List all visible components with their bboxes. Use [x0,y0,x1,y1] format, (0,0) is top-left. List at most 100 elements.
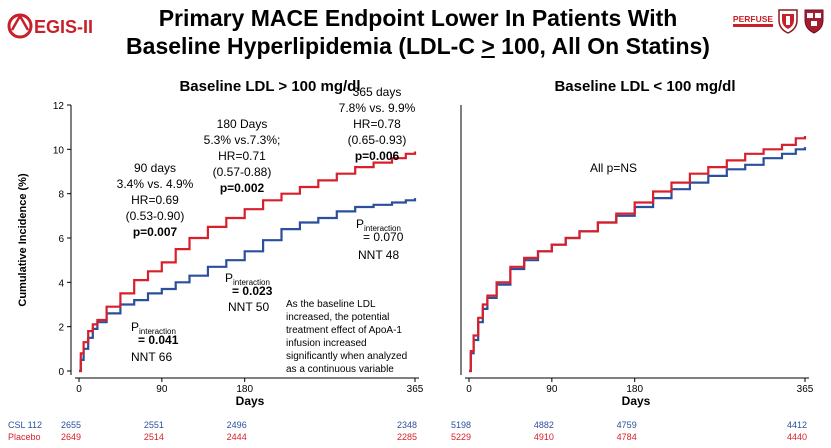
p-interaction-2-label: Pinteraction [225,271,270,287]
at-risk-values: 2655 2551 2496 2348 2649 2514 2444 2285 5198 4882… [61,420,807,442]
p-interaction-1-sub: interaction [139,327,176,336]
right-series-csl112 [469,147,807,373]
left-at-risk-placebo-3: 2285 [397,432,417,442]
at-risk-table: CSL 112 Placebo 2655 2551 2496 2348 2649 2514… [8,420,807,442]
left-at-risk-csl112-3: 2348 [397,420,417,430]
right-at-risk-placebo-3: 4440 [787,432,807,442]
left-at-risk-placebo-2: 2444 [227,432,247,442]
p-interaction-3-nnt: NNT 48 [358,248,399,262]
title-line-2-ge: > [481,33,495,59]
right-at-risk-csl112-2: 4759 [617,420,637,430]
right-at-risk-csl112-0: 5198 [451,420,471,430]
left-at-risk-csl112-0: 2655 [61,420,81,430]
annot-365-line1: 365 days [353,85,402,99]
p-interaction-2-value: = 0.023 [232,284,273,298]
right-at-risk-placebo-1: 4910 [534,432,554,442]
chart-right-title: Baseline LDL < 100 mg/dl [554,78,735,95]
annot-90-line2: 3.4% vs. 4.9% [117,177,194,191]
chart-left-axes: 0 90 180 365 0 2 4 6 8 10 12 [53,101,424,395]
left-at-risk-csl112-1: 2551 [144,420,164,430]
ldl-note: As the baseline LDL increased, the poten… [286,299,407,375]
chart-left-series [79,151,417,373]
title-line-2: Baseline Hyperlipidemia (LDL-C > 100, Al… [118,32,718,60]
chart-right: Baseline LDL < 100 mg/dl 0 90 180 365 Days … [460,78,814,408]
chart-left-title-text: Baseline LDL > 100 mg/dl [179,78,360,95]
left-series-csl112 [79,198,417,373]
p-interaction-1-p: P [131,320,139,334]
left-ytick-label-2: 4 [58,278,64,289]
annot-365-line4: (0.65-0.93) [348,133,407,147]
perfuse-logo: PERFUSE [733,14,773,27]
chart-right-note: All p=NS [590,161,637,175]
university-shield-icon [778,9,798,34]
left-ytick-label-1: 2 [58,323,64,334]
chart-left: Baseline LDL > 100 mg/dl 0 90 180 365 0 2 4 6 8 1… [17,78,424,408]
ldl-note-line5: significantly when analyzed [286,351,407,362]
left-ytick-label-5: 10 [53,145,65,156]
left-ytick-label-6: 12 [53,101,65,112]
p-interaction-1-nnt: NNT 66 [131,350,172,364]
annot-365-line2: 7.8% vs. 9.9% [339,101,416,115]
annot-90-line5: p=0.007 [133,225,178,239]
right-at-risk-csl112-1: 4882 [534,420,554,430]
chart-left-ylabel: Cumulative Incidence (%) [17,173,29,307]
p-interaction-3-sub: interaction [364,224,401,233]
title-line-2-pre: Baseline Hyperlipidemia (LDL-C [126,33,482,59]
chart-right-axes: 0 90 180 365 [460,105,814,395]
left-ytick-label-0: 0 [58,367,64,378]
harvard-shield-icon [804,9,824,34]
annot-180-line1: 180 Days [217,117,268,131]
p-interaction-3-value: = 0.070 [363,230,404,244]
p-interaction-3: Pinteraction = 0.070 NNT 48 [356,217,404,262]
annot-365-line3: HR=0.78 [353,117,401,131]
left-xtick-label-0: 0 [76,384,82,395]
annot-365-line5: p=0.006 [355,149,400,163]
ldl-note-line1: As the baseline LDL [286,299,376,310]
chart-left-title: Baseline LDL > 100 mg/dl [179,78,360,95]
annot-180-line4: (0.57-0.88) [213,165,272,179]
ldl-note-line4: infusion increased [286,338,367,349]
left-at-risk-placebo-0: 2649 [61,432,81,442]
right-xtick-label-2: 180 [626,384,643,395]
p-interaction-2-p: P [225,271,233,285]
aegis-logo-text: EGIS-II [34,17,93,37]
at-risk-label-csl112: CSL 112 [8,420,42,430]
at-risk-label-placebo: Placebo [8,432,41,442]
left-xtick-label-3: 365 [407,384,424,395]
chart-right-series [469,136,807,373]
annot-180-days: 180 Days 5.3% vs.7.3%; HR=0.71 (0.57-0.8… [204,117,281,195]
aegis-logo: EGIS-II [7,13,93,39]
perfuse-logo-bar [733,24,773,27]
right-series-placebo [469,136,807,373]
left-series-placebo [79,151,417,373]
annot-90-line1: 90 days [134,161,176,175]
ldl-note-line3: treatment effect of ApoA-1 [286,325,402,336]
title-line-1: Primary MACE Endpoint Lower In Patients … [158,5,678,31]
chart-left-xlabel: Days [236,394,265,408]
annot-180-line2: 5.3% vs.7.3%; [204,133,281,147]
right-xtick-label-1: 90 [546,384,558,395]
left-ytick-label-4: 8 [58,190,64,201]
p-interaction-1-value: = 0.041 [138,333,179,347]
right-xtick-label-3: 365 [797,384,814,395]
p-interaction-1-label: Pinteraction [131,320,176,336]
slide-title: Primary MACE Endpoint Lower In Patients … [118,4,718,60]
p-interaction-1: Pinteraction = 0.041 NNT 66 [131,320,179,364]
right-at-risk-placebo-2: 4784 [617,432,637,442]
annot-90-line3: HR=0.69 [131,193,179,207]
annot-180-line5: p=0.002 [220,181,265,195]
ldl-note-line2: increased, the potential [286,312,389,323]
left-at-risk-csl112-2: 2496 [227,420,247,430]
chart-right-xlabel: Days [622,394,651,408]
left-xtick-label-2: 180 [236,384,253,395]
aegis-logo-swoosh [10,13,30,31]
p-interaction-3-p: P [356,217,364,231]
annot-180-line3: HR=0.71 [218,149,266,163]
right-at-risk-csl112-3: 4412 [787,420,807,430]
p-interaction-2-sub: interaction [233,278,270,287]
right-xtick-label-0: 0 [466,384,472,395]
annot-90-line4: (0.53-0.90) [126,209,185,223]
title-line-2-post: 100, All On Statins) [494,33,710,59]
